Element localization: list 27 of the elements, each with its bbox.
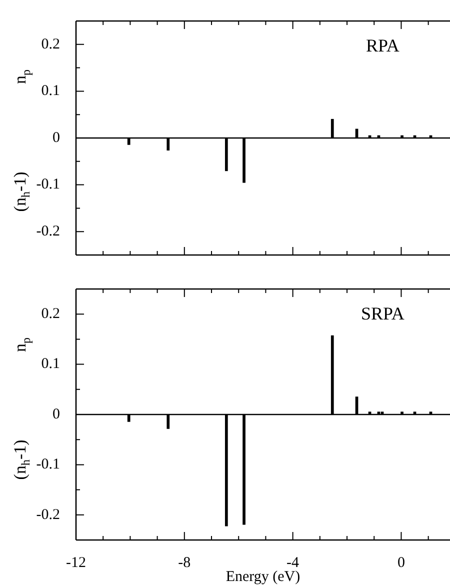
bar xyxy=(242,138,246,183)
y-tick-label: 0.1 xyxy=(41,83,60,100)
bar xyxy=(242,414,246,525)
bar xyxy=(127,414,130,422)
bar xyxy=(224,138,228,172)
bar xyxy=(330,335,334,415)
x-tick-label: -4 xyxy=(286,554,300,571)
y-tick-label: 0.2 xyxy=(41,36,60,52)
bar xyxy=(127,138,130,145)
y-tick-label: -0.2 xyxy=(36,224,60,240)
bar xyxy=(330,118,334,138)
x-tick-label: -12 xyxy=(66,554,86,571)
bar xyxy=(224,414,228,526)
y-tick-label: 0 xyxy=(52,406,60,422)
y-tick-label: 0.1 xyxy=(41,356,60,372)
x-tick-label: 0 xyxy=(397,554,405,571)
bar xyxy=(166,138,170,150)
y-tick-label: -0.1 xyxy=(36,456,60,473)
bar xyxy=(166,414,170,429)
y-tick-label: -0.2 xyxy=(36,506,60,523)
text: RPA xyxy=(366,36,400,56)
text: SRPA xyxy=(360,304,404,324)
x-axis-title: Energy (eV) xyxy=(226,568,300,585)
y-tick-label: -0.1 xyxy=(36,176,60,193)
y-tick-label: 0.2 xyxy=(41,306,60,322)
x-tick-label: -8 xyxy=(178,554,191,571)
y-tick-label: 0 xyxy=(52,130,60,146)
